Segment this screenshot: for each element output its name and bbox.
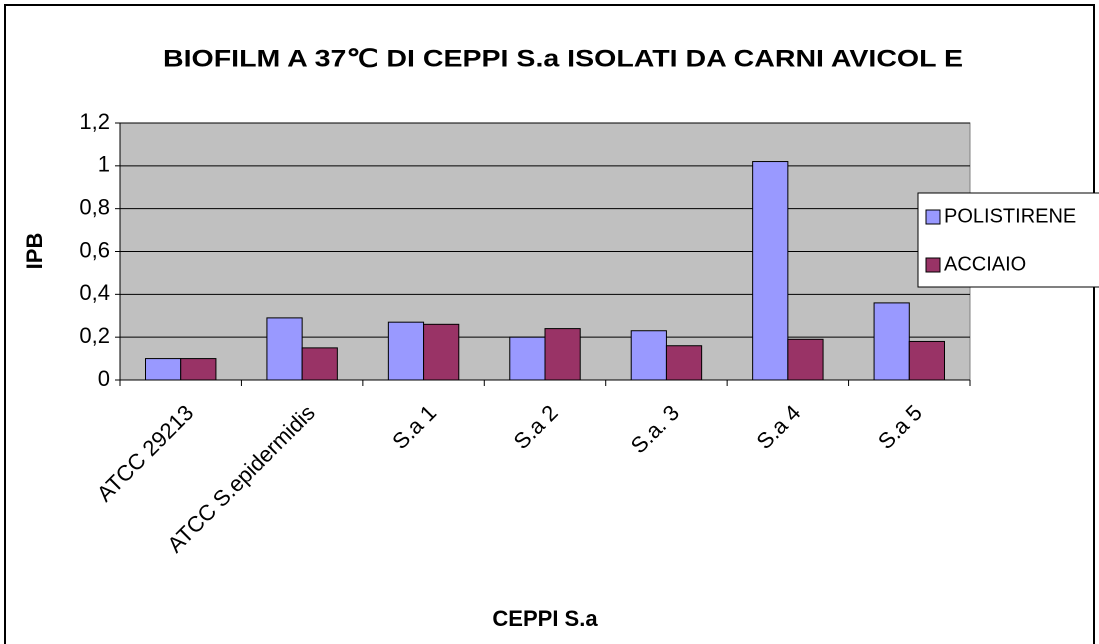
y-tick-label: 0,8 bbox=[79, 194, 110, 219]
bar bbox=[544, 328, 581, 381]
bar bbox=[873, 302, 910, 381]
bar bbox=[787, 338, 824, 381]
legend-label: POLISTIRENE bbox=[944, 205, 1076, 227]
bar bbox=[509, 336, 546, 381]
legend-box bbox=[917, 192, 1099, 288]
y-tick-label: 0,6 bbox=[79, 237, 110, 262]
bar bbox=[908, 340, 945, 381]
y-tick-label: 0,2 bbox=[79, 323, 110, 348]
legend-swatch bbox=[925, 257, 941, 273]
y-tick-label: 0,4 bbox=[79, 280, 110, 305]
bar bbox=[301, 347, 338, 381]
y-axis-title: IPB bbox=[22, 233, 47, 270]
legend-swatch bbox=[925, 209, 941, 225]
x-axis-title: CEPPI S.a bbox=[492, 606, 598, 631]
y-tick-label: 1,2 bbox=[79, 109, 110, 134]
bar bbox=[752, 161, 789, 381]
legend-label: ACCIAIO bbox=[944, 253, 1026, 275]
y-tick-label: 0 bbox=[98, 366, 110, 391]
y-tick-label: 1 bbox=[98, 152, 110, 177]
bar bbox=[665, 345, 703, 381]
bar bbox=[423, 323, 460, 381]
bar bbox=[387, 321, 425, 381]
bar bbox=[630, 330, 667, 381]
bar bbox=[145, 358, 182, 381]
chart-title: BIOFILM A 37℃ DI CEPPI S.a ISOLATI DA CA… bbox=[163, 45, 963, 72]
bar bbox=[180, 358, 217, 381]
bar bbox=[266, 317, 303, 381]
